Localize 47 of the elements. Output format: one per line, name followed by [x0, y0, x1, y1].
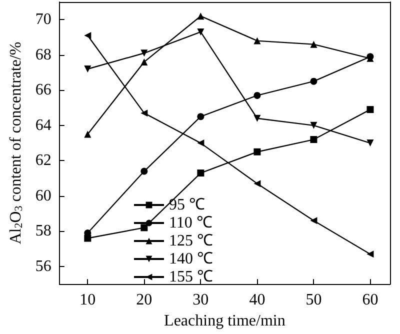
x-tick-label: 30 [192, 292, 209, 309]
point [140, 224, 148, 232]
point [140, 110, 148, 117]
point [254, 148, 261, 156]
point [140, 50, 148, 57]
y-tick-label: 60 [35, 187, 52, 204]
x-tick-label: 60 [362, 292, 378, 309]
point [310, 122, 318, 129]
y-tick-label: 58 [35, 222, 52, 240]
legend-label: 155 ℃ [169, 268, 213, 286]
legend-label: 110 ℃ [169, 214, 212, 232]
y-tick-label: 70 [35, 11, 52, 28]
x-tick-label: 20 [136, 292, 152, 309]
point [366, 106, 374, 114]
x-tick-label: 50 [306, 292, 322, 309]
point [197, 28, 204, 36]
point [254, 114, 261, 122]
y-axis-title: Al2O3 content of concentrate/% [8, 42, 25, 244]
point [197, 12, 204, 20]
y-tick-label: 68 [35, 46, 52, 64]
point [140, 168, 148, 175]
y-tick-label: 64 [35, 116, 52, 134]
point [197, 170, 204, 177]
point [140, 58, 148, 66]
point [310, 78, 318, 85]
x-tick-label: 10 [80, 292, 96, 309]
point [310, 40, 318, 48]
y-tick-label: 62 [35, 152, 52, 170]
legend-label: 140 ℃ [169, 250, 213, 268]
point [197, 113, 204, 120]
legend-label: 95 ℃ [169, 196, 205, 214]
point [84, 66, 92, 72]
point [254, 180, 261, 188]
y-tick-label: 66 [35, 82, 52, 99]
point [310, 217, 318, 224]
point [254, 37, 261, 44]
point [366, 140, 374, 147]
point [84, 32, 92, 39]
y-tick-label: 56 [35, 258, 52, 275]
x-tick-label: 40 [249, 292, 266, 309]
point [310, 136, 318, 144]
x-axis-title: Leaching time/min [164, 312, 286, 330]
point [366, 250, 374, 258]
point [84, 130, 92, 138]
point [254, 92, 261, 99]
legend-label: 125 ℃ [169, 232, 213, 250]
point [197, 140, 204, 147]
